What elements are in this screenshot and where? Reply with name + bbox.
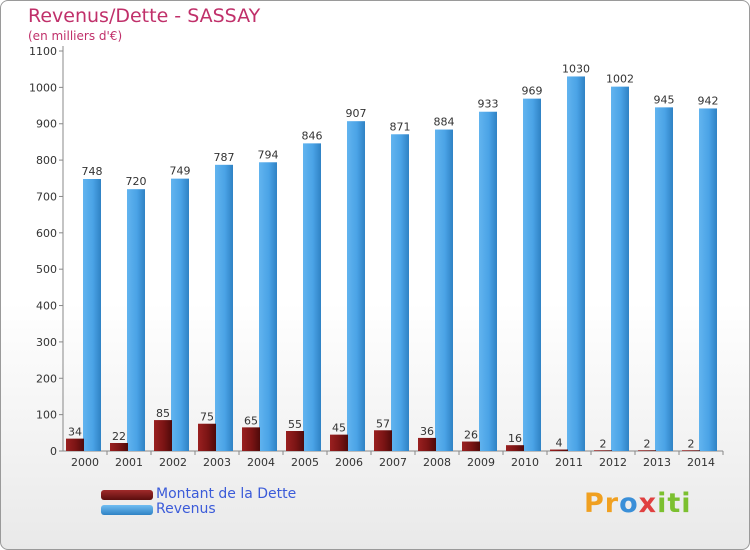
y-tick-label: 700 (36, 190, 57, 203)
proxiti-logo: Proxiti (584, 488, 692, 519)
y-tick-label: 1000 (29, 81, 57, 94)
bar-debt (198, 423, 216, 451)
bar-debt (374, 430, 392, 451)
data-label-revenue: 720 (126, 175, 147, 188)
y-tick-label: 900 (36, 118, 57, 131)
bar-revenue (391, 134, 409, 452)
bar-debt (638, 450, 656, 451)
bar-revenue (479, 111, 497, 452)
x-tick-label: 2002 (159, 456, 187, 469)
x-tick-label: 2004 (247, 456, 275, 469)
legend-swatch-revenue (101, 505, 153, 515)
bar-revenue (435, 129, 453, 451)
bar-revenue (567, 76, 585, 452)
y-tick-label: 400 (36, 300, 57, 313)
data-label-debt: 22 (112, 430, 126, 443)
data-label-debt: 36 (420, 425, 434, 438)
data-label-revenue: 846 (302, 129, 323, 142)
data-label-debt: 45 (332, 422, 346, 435)
bar-debt (550, 449, 568, 451)
bar-revenue (347, 121, 365, 451)
bar-revenue (523, 98, 541, 452)
bar-debt (66, 438, 84, 451)
data-label-revenue: 748 (82, 165, 103, 178)
y-tick-label: 500 (36, 263, 57, 276)
data-label-revenue: 907 (346, 107, 367, 120)
data-label-debt: 65 (244, 414, 258, 427)
data-label-revenue: 749 (170, 165, 191, 178)
data-label-debt: 85 (156, 407, 170, 420)
x-tick-label: 2011 (555, 456, 583, 469)
legend-swatch-debt (101, 490, 153, 500)
legend-label-debt: Montant de la Dette (156, 486, 297, 502)
data-label-revenue: 1030 (562, 62, 590, 75)
bar-debt (506, 445, 524, 451)
bar-revenue (171, 178, 189, 452)
bar-revenue (611, 86, 629, 452)
data-label-revenue: 787 (214, 151, 235, 164)
bar-debt (418, 437, 436, 451)
bar-debt (286, 431, 304, 451)
data-label-debt: 2 (688, 437, 695, 450)
bar-debt (110, 443, 128, 451)
x-tick-label: 2012 (599, 456, 627, 469)
bar-revenue (655, 107, 673, 451)
x-tick-label: 2001 (115, 456, 143, 469)
data-label-revenue: 969 (522, 85, 543, 98)
y-tick-label: 100 (36, 409, 57, 422)
y-tick-label: 800 (36, 154, 57, 167)
data-label-revenue: 945 (654, 93, 675, 106)
data-label-revenue: 794 (258, 148, 279, 161)
x-tick-label: 2010 (511, 456, 539, 469)
data-label-revenue: 942 (698, 94, 719, 107)
bar-debt (330, 434, 348, 451)
data-label-revenue: 884 (434, 116, 455, 129)
x-tick-label: 2000 (71, 456, 99, 469)
x-tick-label: 2014 (687, 456, 715, 469)
bar-debt (242, 427, 260, 451)
bar-revenue (215, 164, 233, 451)
data-label-revenue: 871 (390, 120, 411, 133)
chart-title: Revenus/Dette - SASSAY (28, 5, 261, 27)
bar-revenue (699, 108, 717, 452)
data-label-debt: 55 (288, 418, 302, 431)
bar-revenue (259, 162, 277, 452)
x-tick-label: 2008 (423, 456, 451, 469)
y-tick-label: 0 (50, 445, 57, 458)
chart-subtitle: (en milliers d'€) (28, 29, 123, 43)
data-label-revenue: 933 (478, 98, 499, 111)
data-label-debt: 2 (644, 437, 651, 450)
data-label-revenue: 1002 (606, 73, 634, 86)
x-tick-label: 2013 (643, 456, 671, 469)
x-tick-label: 2003 (203, 456, 231, 469)
data-label-debt: 16 (508, 432, 522, 445)
bar-debt (682, 450, 700, 451)
y-tick-label: 200 (36, 372, 57, 385)
bar-debt (594, 450, 612, 451)
x-tick-label: 2009 (467, 456, 495, 469)
legend-label-revenue: Revenus (156, 501, 216, 517)
data-label-debt: 34 (68, 426, 82, 439)
data-label-debt: 75 (200, 411, 214, 424)
bar-debt (462, 441, 480, 451)
bar-revenue (127, 189, 145, 451)
bar-revenue (303, 143, 321, 451)
x-tick-label: 2007 (379, 456, 407, 469)
data-label-debt: 2 (600, 437, 607, 450)
bar-revenue (83, 179, 101, 451)
bar-debt (154, 420, 172, 451)
data-label-debt: 4 (556, 437, 563, 450)
data-label-debt: 26 (464, 429, 478, 442)
x-tick-label: 2005 (291, 456, 319, 469)
y-tick-label: 1100 (29, 45, 57, 58)
data-label-debt: 57 (376, 417, 390, 430)
y-tick-label: 600 (36, 227, 57, 240)
x-tick-label: 2006 (335, 456, 363, 469)
y-tick-label: 300 (36, 336, 57, 349)
